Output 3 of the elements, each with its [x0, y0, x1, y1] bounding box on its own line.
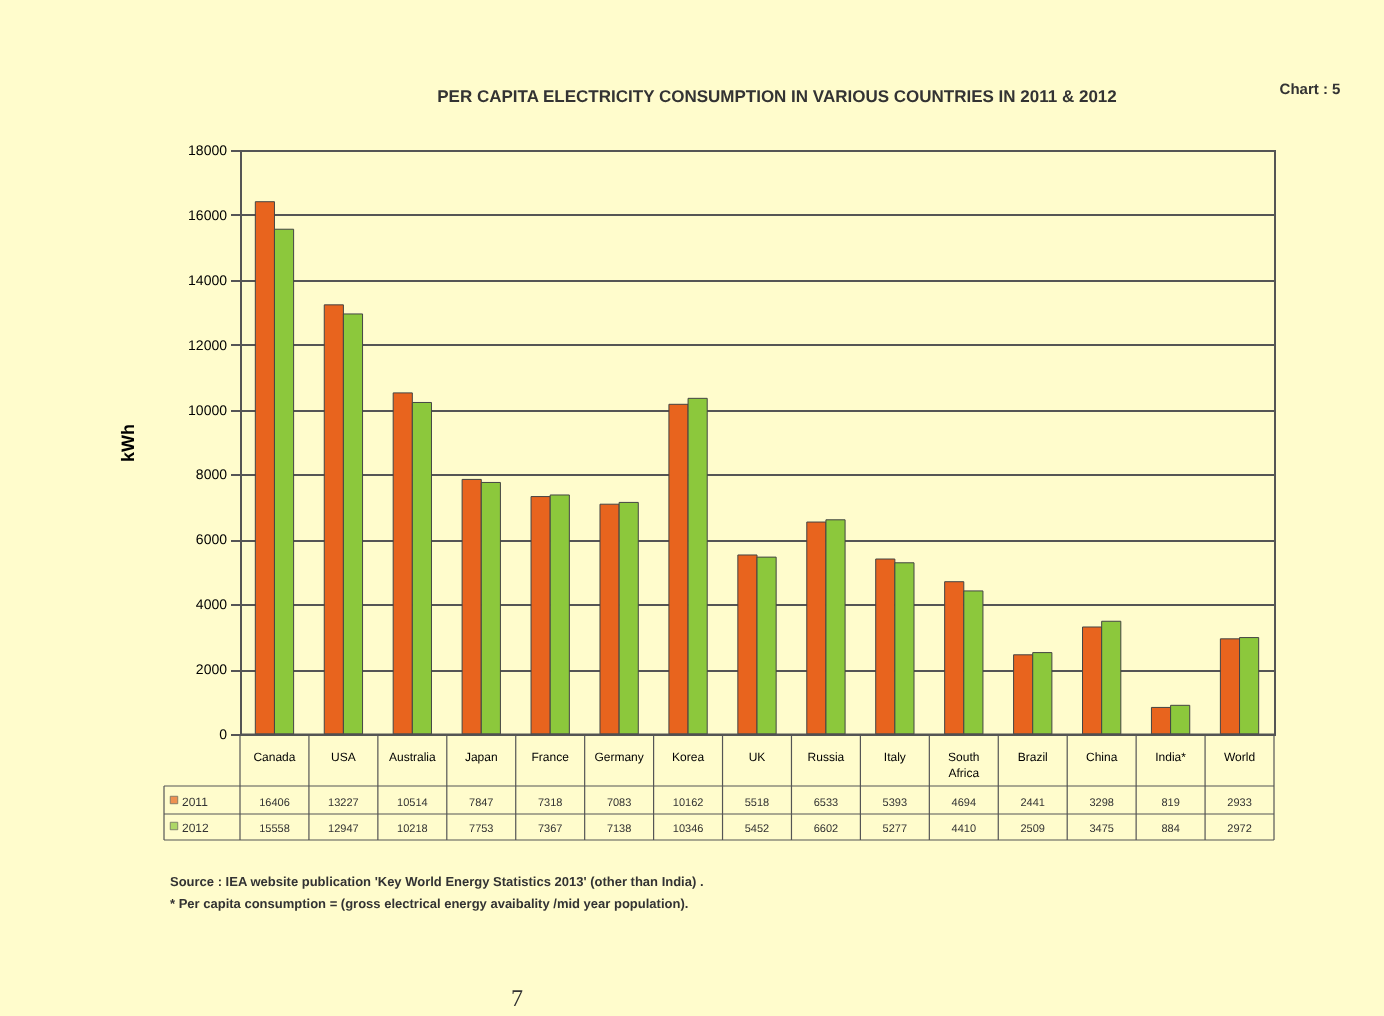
- y-axis-title: kWh: [118, 424, 139, 462]
- chart-title: PER CAPITA ELECTRICITY CONSUMPTION IN VARIOUS COUNTRIES IN 2011 & 2012: [437, 86, 1118, 106]
- text: 7: [511, 984, 523, 1012]
